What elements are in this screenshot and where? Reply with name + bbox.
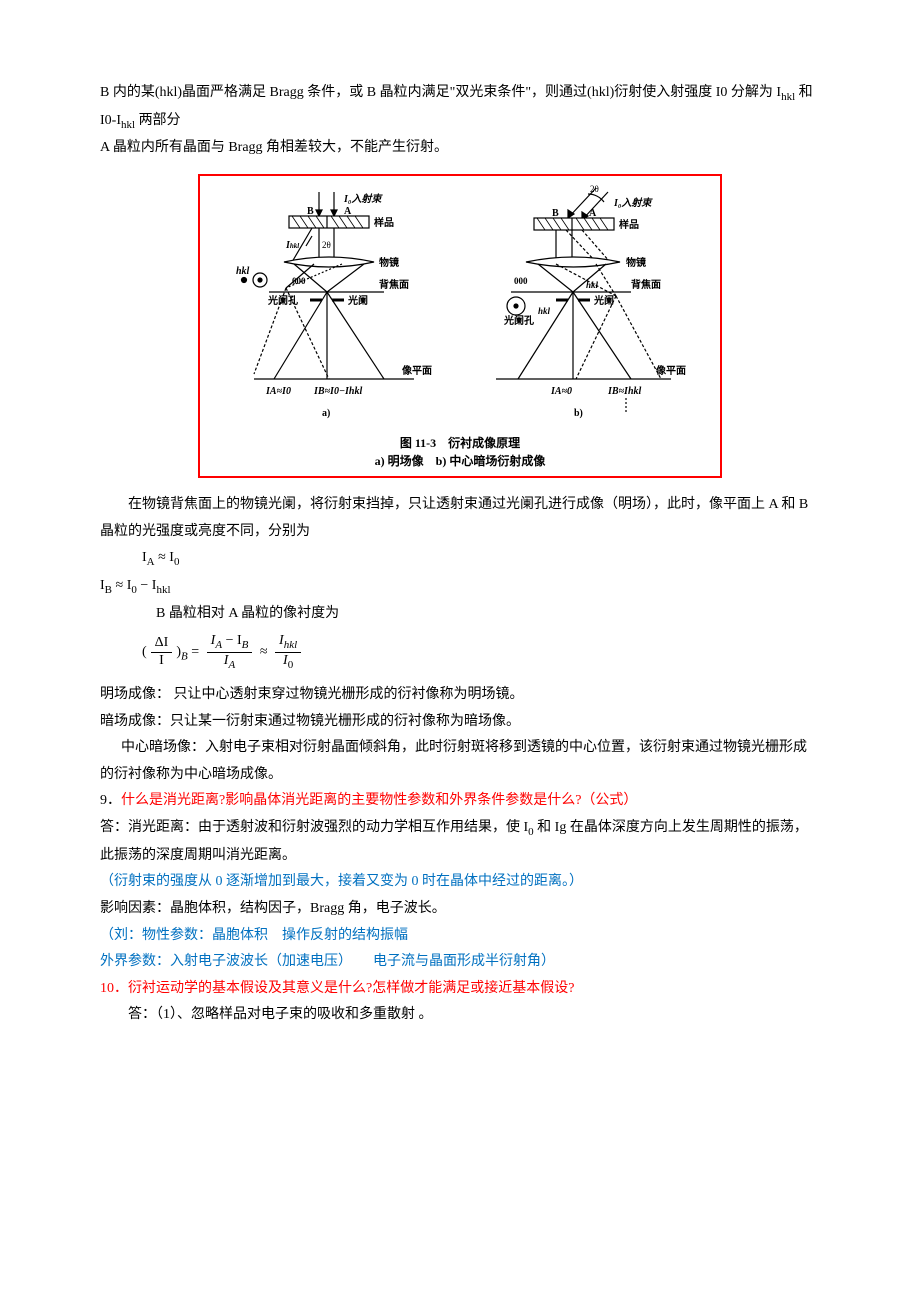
figure-11-3: I₀入射束 B A 样品 Ihkl 2θ 物镜 [198, 174, 722, 478]
approx-sign: ≈ [260, 645, 271, 660]
label-2theta: 2θ [322, 240, 331, 250]
def-center-dark: 中心暗场像：入射电子束相对衍射晶面倾斜角，此时衍射斑将移到透镜的中心位置，该衍射… [100, 735, 820, 788]
text-fragment: B 内的某(hkl)晶面严格满足 Bragg 条件，或 B 晶粒内满足"双光束条… [100, 85, 781, 100]
eq-sub: A [147, 556, 155, 568]
label-imageplane: 像平面 [401, 364, 432, 377]
frac-sub: B [181, 651, 188, 663]
eq-sub: B [105, 584, 112, 596]
q-number: 9． [100, 793, 121, 808]
label-a: A [344, 206, 352, 217]
label-aperture-hole: 光阑孔 [267, 294, 298, 307]
label-hkl-b2: hkl [538, 306, 551, 316]
contrast-formula: (ΔII)B = IA − IB IA ≈ Ihkl I0 [100, 633, 820, 672]
label-a-tag: a) [322, 408, 330, 419]
q9-blue-note-2b: 外界参数：入射电子波波长（加速电压） 电子流与晶面形成半衍射角） [100, 949, 820, 976]
q9-answer: 答：消光距离：由于透射波和衍射波强烈的动力学相互作用结果，使 I0 和 Ig 在… [100, 815, 820, 869]
text-fragment: 两部分 [135, 113, 181, 128]
label-b2: B [552, 208, 559, 219]
f: 0 [288, 659, 294, 671]
label-000: 000 [292, 276, 306, 286]
intro-line-2: A 晶粒内所有晶面与 Bragg 角相差较大，不能产生衍射。 [100, 135, 820, 162]
eq-text: ≈ I [112, 578, 131, 593]
label-hkl: hkl [236, 266, 250, 277]
q9-factors: 影响因素：晶胞体积，结构因子，Bragg 角，电子波长。 [100, 896, 820, 923]
def-dark: 暗场成像：只让某一衍射束通过物镜光栅形成的衍衬像称为暗场像。 [100, 709, 820, 736]
question-9: 9．什么是消光距离?影响晶体消光距离的主要物性参数和外界条件参数是什么?（公式） [100, 788, 820, 815]
label-000-b: 000 [514, 276, 528, 286]
label-backfocal: 背焦面 [379, 278, 409, 291]
intro-line-1: B 内的某(hkl)晶面严格满足 Bragg 条件，或 B 晶粒内满足"双光束条… [100, 80, 820, 135]
def-bright: 明场成像： 只让中心透射束穿过物镜光栅形成的衍衬像称为明场镜。 [100, 682, 820, 709]
q-title: 什么是消光距离?影响晶体消光距离的主要物性参数和外界条件参数是什么?（公式） [121, 793, 637, 808]
figure-diagrams: I₀入射束 B A 样品 Ihkl 2θ 物镜 [200, 176, 720, 424]
label-hkl-b: hkl [586, 280, 599, 290]
label-ib-b: IB≈Ihkl [607, 386, 642, 397]
label-aperture: 光阑 [347, 294, 368, 307]
label-ib-a: IB≈I0−Ihkl [313, 386, 362, 397]
q10-answer: 答：（1）、忽略样品对电子束的吸收和多重散射 。 [100, 1002, 820, 1029]
label-objective: 物镜 [379, 256, 399, 269]
label-backfocal-b: 背焦面 [631, 278, 661, 291]
label-a2: A [589, 208, 597, 219]
caption-line-2: a) 明场像 b) 中心暗场衍射成像 [375, 454, 546, 468]
label-b-tag: b) [574, 408, 583, 419]
label-ihkl: Ihkl [285, 240, 299, 251]
label-b: B [307, 206, 314, 217]
label-sample: 样品 [374, 216, 394, 229]
post-fig-p1: 在物镜背焦面上的物镜光阑，将衍射束挡掉，只让透射束通过光阑孔进行成像（明场），此… [100, 492, 820, 545]
eq-sub: hkl [156, 584, 170, 596]
label-incident-b: I₀入射束 [613, 197, 653, 209]
label-imageplane-b: 像平面 [655, 364, 686, 377]
figure-caption: 图 11-3 衍衬成像原理 a) 明场像 b) 中心暗场衍射成像 [200, 434, 720, 470]
eq-sign: = [191, 645, 202, 660]
eq-text: ≈ I [155, 550, 174, 565]
frac-den: I [151, 653, 173, 670]
post-fig-p2: B 晶粒相对 A 晶粒的像衬度为 [100, 601, 820, 628]
f: A [228, 659, 235, 671]
label-incident: I₀入射束 [343, 193, 383, 205]
label-aperture-b: 光阑 [593, 294, 614, 307]
q-number: 10． [100, 981, 128, 996]
eq-text: − I [137, 578, 157, 593]
frac-num: ΔI [155, 635, 169, 650]
equation-ia: IA ≈ I0 [100, 545, 820, 573]
diagram-b: 2θ I₀入射束 B A 样品 物镜 [456, 184, 706, 424]
subscript: hkl [121, 118, 135, 130]
subscript: hkl [781, 91, 795, 103]
label-sample-b: 样品 [619, 218, 639, 231]
label-2theta-b: 2θ [590, 184, 599, 194]
caption-line-1: 图 11-3 衍衬成像原理 [400, 436, 520, 450]
f: B [242, 639, 249, 651]
q-title: 衍衬运动学的基本假设及其意义是什么?怎样做才能满足或接近基本假设? [128, 981, 574, 996]
text: 答：消光距离：由于透射波和衍射波强烈的动力学相互作用结果，使 I [100, 820, 528, 835]
diagram-a: I₀入射束 B A 样品 Ihkl 2θ 物镜 [214, 184, 444, 424]
q9-blue-note-2a: （刘：物性参数：晶胞体积 操作反射的结构振幅 [100, 923, 820, 950]
label-ia-a: IA≈I0 [265, 386, 291, 397]
question-10: 10．衍衬运动学的基本假设及其意义是什么?怎样做才能满足或接近基本假设? [100, 976, 820, 1003]
f: hkl [284, 639, 297, 651]
label-aperture-hole-b: 光阑孔 [503, 314, 534, 327]
text: 中心暗场像：入射电子束相对衍射晶面倾斜角，此时衍射斑将移到透镜的中心位置，该衍射… [100, 740, 807, 782]
q9-blue-note-1: （衍射束的强度从 0 逐渐增加到最大，接着又变为 0 时在晶体中经过的距离。） [100, 869, 820, 896]
label-ia-b: IA≈0 [550, 386, 572, 397]
label-objective-b: 物镜 [626, 256, 646, 269]
eq-sub: 0 [174, 556, 180, 568]
f: − I [222, 633, 242, 648]
equation-ib: IB ≈ I0 − Ihkl [100, 573, 820, 601]
